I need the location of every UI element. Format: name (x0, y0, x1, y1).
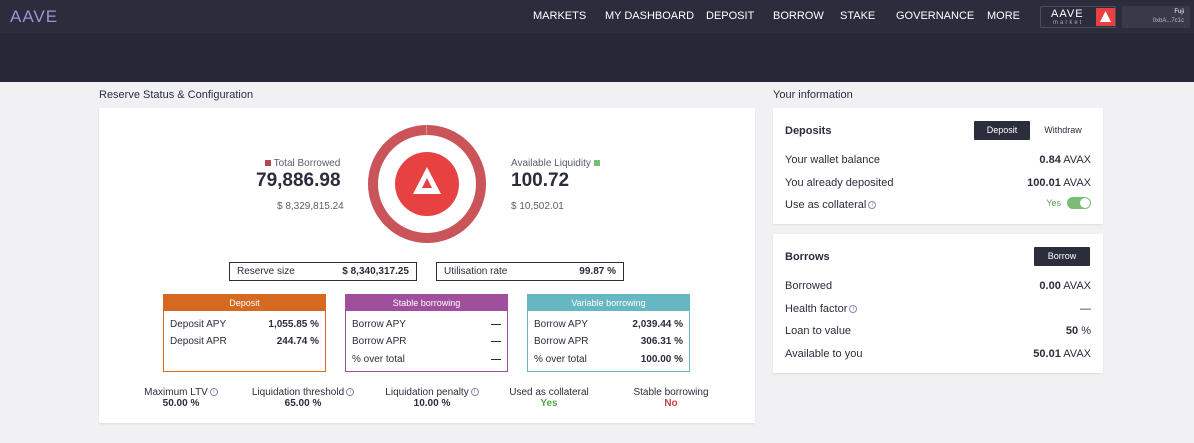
deposit-card: Deposit Deposit APY 1,055.85 % Deposit A… (163, 294, 326, 372)
deposit-apr-row: Deposit APR 244.74 % (170, 336, 319, 347)
used-as-collateral-stat: Used as collateral Yes (509, 387, 589, 409)
total-borrowed-label: Total Borrowed (265, 158, 340, 169)
stable-apr-row: Borrow APR — (352, 336, 501, 347)
deposits-title: Deposits (785, 125, 832, 137)
variable-apr-row: Borrow APR 306.31 % (534, 336, 683, 347)
borrows-panel: Borrows Borrow Borrowed 0.00 AVAX Health… (773, 234, 1103, 373)
info-section-title: Your information (773, 89, 853, 101)
wallet-balance-row: Your wallet balance 0.84 AVAX (785, 154, 1091, 166)
market-sub-label: market (1053, 20, 1084, 26)
nav-markets[interactable]: MARKETS (533, 10, 587, 22)
reserve-size-value: $ 8,340,317.25 (342, 266, 409, 277)
liquidation-threshold-stat: Liquidation threshold i 65.00 % (245, 387, 361, 409)
borrowed-row: Borrowed 0.00 AVAX (785, 280, 1091, 292)
info-icon[interactable]: i (470, 388, 479, 397)
market-logo: AAVE (1051, 8, 1084, 20)
available-liquidity-label: Available Liquidity (511, 158, 600, 169)
nav-stake[interactable]: STAKE (840, 10, 876, 22)
utilisation-rate-value: 99.87 % (579, 266, 616, 277)
aave-logo[interactable]: AAVE (10, 7, 59, 26)
total-borrowed-usd: $ 8,329,815.24 (277, 201, 344, 212)
info-icon[interactable]: i (209, 388, 218, 397)
stable-borrowing-card: Stable borrowing Borrow APY — Borrow APR… (345, 294, 508, 372)
deposits-panel: Deposits Deposit Withdraw Your wallet ba… (773, 108, 1103, 224)
wallet-button[interactable]: Fuji 0xbA...7c1c (1122, 6, 1190, 28)
deposit-apy-row: Deposit APY 1,055.85 % (170, 319, 319, 330)
already-deposited-row: You already deposited 100.01 AVAX (785, 177, 1091, 189)
available-liquidity-value: 100.72 (511, 170, 570, 191)
variable-apy-row: Borrow APY 2,039.44 % (534, 319, 683, 330)
borrows-title: Borrows (785, 251, 830, 263)
reserve-section-title: Reserve Status & Configuration (99, 89, 254, 101)
info-icon[interactable]: i (868, 201, 877, 210)
deposit-card-title: Deposit (164, 295, 325, 311)
borrowed-legend-swatch (265, 160, 271, 167)
reserve-donut-chart (368, 125, 486, 243)
reserve-size-box: Reserve size $ 8,340,317.25 (229, 262, 417, 281)
liquidation-penalty-stat: Liquidation penalty i 10.00 % (379, 387, 485, 409)
variable-card-title: Variable borrowing (528, 295, 689, 311)
stable-apy-row: Borrow APY — (352, 319, 501, 330)
withdraw-button[interactable]: Withdraw (1044, 125, 1082, 135)
nav-governance[interactable]: GOVERNANCE (896, 10, 975, 22)
info-icon[interactable]: i (849, 305, 858, 314)
utilisation-rate-label: Utilisation rate (444, 266, 508, 277)
liquidity-legend-swatch (593, 160, 600, 167)
deposit-button[interactable]: Deposit (974, 121, 1030, 140)
market-selector[interactable]: AAVE market (1040, 6, 1116, 28)
wallet-network: Fuji (1174, 9, 1184, 15)
utilisation-rate-box: Utilisation rate 99.87 % (436, 262, 624, 281)
borrow-button[interactable]: Borrow (1034, 247, 1090, 266)
header-band (0, 33, 1194, 82)
avalanche-icon (1096, 8, 1115, 26)
reserve-size-label: Reserve size (237, 266, 295, 277)
health-factor-row: Health factor i — (785, 303, 1091, 315)
use-as-collateral-row: Use as collateral i Yes (785, 197, 1091, 211)
nav-deposit[interactable]: DEPOSIT (706, 10, 755, 22)
variable-over-total-row: % over total 100.00 % (534, 354, 683, 365)
loan-to-value-row: Loan to value 50 % (785, 325, 1091, 337)
stable-over-total-row: % over total — (352, 354, 501, 365)
available-to-you-row: Available to you 50.01 AVAX (785, 348, 1091, 360)
max-ltv-stat: Maximum LTV i 50.00 % (135, 387, 227, 409)
nav-more[interactable]: MORE (987, 10, 1020, 22)
variable-borrowing-card: Variable borrowing Borrow APY 2,039.44 %… (527, 294, 690, 372)
stable-borrowing-stat: Stable borrowing No (633, 387, 709, 409)
nav-borrow[interactable]: BORROW (773, 10, 824, 22)
available-liquidity-usd: $ 10,502.01 (511, 201, 564, 212)
nav-my-dashboard[interactable]: MY DASHBOARD (605, 10, 695, 22)
collateral-toggle[interactable] (1067, 197, 1091, 210)
stable-card-title: Stable borrowing (346, 295, 507, 311)
top-navbar: AAVE MARKETS MY DASHBOARD DEPOSIT BORROW… (0, 0, 1194, 33)
total-borrowed-value: 79,886.98 (256, 170, 341, 191)
info-icon[interactable]: i (346, 388, 355, 397)
reserve-panel: Total Borrowed 79,886.98 $ 8,329,815.24 … (99, 108, 755, 423)
wallet-address: 0xbA...7c1c (1152, 18, 1184, 24)
